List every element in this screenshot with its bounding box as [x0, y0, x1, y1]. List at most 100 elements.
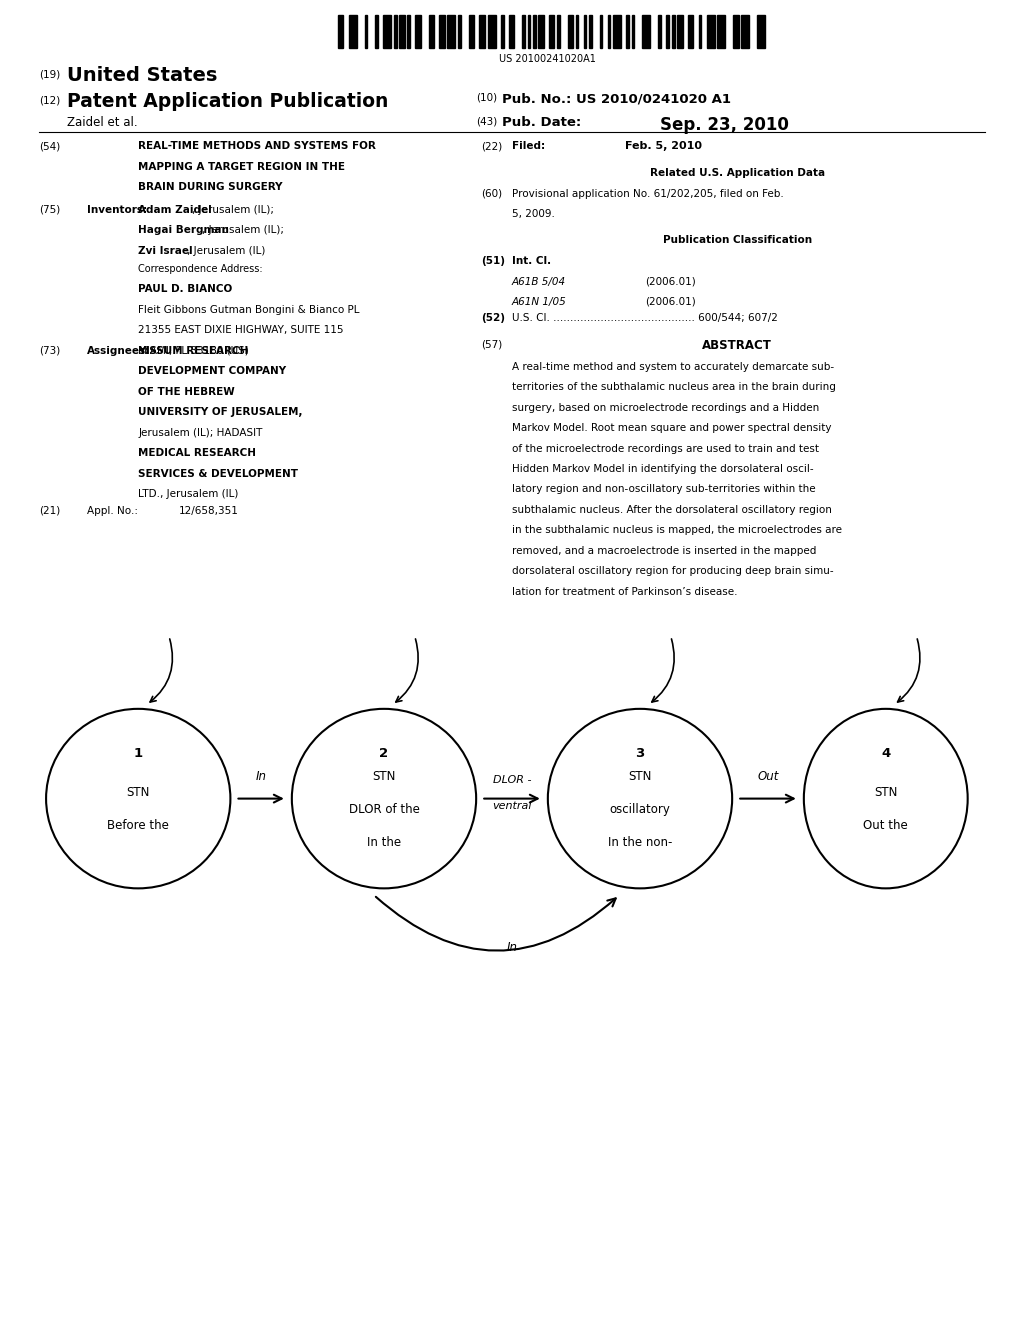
Bar [469, 15, 474, 48]
Text: UNIVERSITY OF JERUSALEM,: UNIVERSITY OF JERUSALEM, [138, 407, 303, 417]
Text: Out the: Out the [863, 820, 908, 833]
Text: (10): (10) [476, 92, 498, 103]
Text: DEVELOPMENT COMPANY: DEVELOPMENT COMPANY [138, 366, 287, 376]
Text: REAL-TIME METHODS AND SYSTEMS FOR: REAL-TIME METHODS AND SYSTEMS FOR [138, 141, 376, 152]
Bar [741, 15, 750, 48]
Text: 12/658,351: 12/658,351 [179, 506, 239, 516]
Bar [439, 15, 444, 48]
Text: (19): (19) [39, 70, 60, 81]
Text: Out: Out [758, 770, 778, 783]
Bar [632, 15, 635, 48]
Text: In: In [256, 770, 266, 783]
Bar [600, 15, 602, 48]
Ellipse shape [548, 709, 732, 888]
Text: In: In [507, 941, 517, 954]
Text: (60): (60) [481, 189, 503, 199]
Bar [584, 15, 587, 48]
Text: A real-time method and system to accurately demarcate sub-: A real-time method and system to accurat… [512, 362, 835, 372]
Bar [688, 15, 693, 48]
Text: STN: STN [127, 787, 150, 800]
Bar [557, 15, 560, 48]
Text: removed, and a macroelectrode is inserted in the mapped: removed, and a macroelectrode is inserte… [512, 546, 816, 556]
Text: Sep. 23, 2010: Sep. 23, 2010 [660, 116, 790, 135]
Bar [487, 15, 496, 48]
Ellipse shape [292, 709, 476, 888]
Bar [416, 15, 421, 48]
Bar [607, 15, 610, 48]
Text: A61N 1/05: A61N 1/05 [512, 297, 566, 308]
Text: Jerusalem (IL); HADASIT: Jerusalem (IL); HADASIT [138, 428, 262, 438]
Text: 21355 EAST DIXIE HIGHWAY, SUITE 115: 21355 EAST DIXIE HIGHWAY, SUITE 115 [138, 325, 344, 335]
Text: A61B 5/04: A61B 5/04 [512, 277, 566, 286]
Text: Int. Cl.: Int. Cl. [512, 256, 551, 267]
Text: Zaidel et al.: Zaidel et al. [67, 116, 137, 129]
Text: (43): (43) [476, 116, 498, 127]
Bar [447, 15, 456, 48]
Bar [479, 15, 484, 48]
Text: Publication Classification: Publication Classification [663, 235, 812, 246]
Text: Patent Application Publication: Patent Application Publication [67, 92, 388, 111]
Text: DLOR of the: DLOR of the [348, 803, 420, 816]
Bar [667, 15, 669, 48]
Text: Pub. No.: US 2010/0241020 A1: Pub. No.: US 2010/0241020 A1 [502, 92, 731, 106]
Text: (57): (57) [481, 339, 503, 350]
Text: Hidden Markov Model in identifying the dorsolateral oscil-: Hidden Markov Model in identifying the d… [512, 465, 814, 474]
Text: (22): (22) [481, 141, 503, 152]
Text: PAUL D. BIANCO: PAUL D. BIANCO [138, 284, 232, 294]
Bar [532, 15, 536, 48]
Bar [642, 15, 650, 48]
Bar [707, 15, 715, 48]
Text: MAPPING A TARGET REGION IN THE: MAPPING A TARGET REGION IN THE [138, 161, 345, 172]
Bar [458, 15, 461, 48]
Text: dorsolateral oscillatory region for producing deep brain simu-: dorsolateral oscillatory region for prod… [512, 566, 834, 577]
Text: MIAMI, FL 33180 (US): MIAMI, FL 33180 (US) [138, 346, 249, 356]
Bar [698, 15, 701, 48]
Bar [338, 15, 343, 48]
FancyArrowPatch shape [652, 639, 674, 702]
Text: In the: In the [367, 836, 401, 849]
Text: Markov Model. Root mean square and power spectral density: Markov Model. Root mean square and power… [512, 422, 831, 433]
Text: , Jerusalem (IL);: , Jerusalem (IL); [202, 224, 284, 235]
Text: United States: United States [67, 66, 217, 84]
Ellipse shape [46, 709, 230, 888]
Text: Provisional application No. 61/202,205, filed on Feb.: Provisional application No. 61/202,205, … [512, 189, 783, 199]
Bar [527, 15, 530, 48]
Bar [348, 15, 356, 48]
Text: Appl. No.:: Appl. No.: [87, 506, 138, 516]
Text: Zvi Israel: Zvi Israel [138, 246, 193, 256]
Text: subthalamic nucleus. After the dorsolateral oscillatory region: subthalamic nucleus. After the dorsolate… [512, 506, 831, 515]
Text: latory region and non-oscillatory sub-territories within the: latory region and non-oscillatory sub-te… [512, 484, 816, 495]
Text: (52): (52) [481, 313, 505, 323]
Text: STN: STN [874, 787, 897, 800]
Bar [522, 15, 525, 48]
Ellipse shape [804, 709, 968, 888]
Text: oscillatory: oscillatory [609, 803, 671, 816]
Text: (12): (12) [39, 95, 60, 106]
Bar [567, 15, 573, 48]
Text: in the subthalamic nucleus is mapped, the microelectrodes are: in the subthalamic nucleus is mapped, th… [512, 525, 842, 536]
Text: BRAIN DURING SURGERY: BRAIN DURING SURGERY [138, 182, 283, 193]
Text: (21): (21) [39, 506, 60, 516]
Text: (2006.01): (2006.01) [645, 277, 696, 286]
Text: territories of the subthalamic nucleus area in the brain during: territories of the subthalamic nucleus a… [512, 383, 836, 392]
FancyArrowPatch shape [376, 896, 615, 950]
Bar [549, 15, 554, 48]
Bar [365, 15, 368, 48]
Text: 5, 2009.: 5, 2009. [512, 209, 555, 219]
Text: surgery, based on microelectrode recordings and a Hidden: surgery, based on microelectrode recordi… [512, 403, 819, 413]
Bar [658, 15, 662, 48]
Text: Correspondence Address:: Correspondence Address: [138, 264, 263, 275]
Bar [394, 15, 396, 48]
Bar [501, 15, 504, 48]
Text: (73): (73) [39, 346, 60, 356]
Text: Fleit Gibbons Gutman Bongini & Bianco PL: Fleit Gibbons Gutman Bongini & Bianco PL [138, 305, 359, 315]
Text: In the non-: In the non- [608, 836, 672, 849]
Text: (75): (75) [39, 205, 60, 215]
FancyArrowPatch shape [396, 639, 418, 702]
Bar [509, 15, 514, 48]
Text: Inventors:: Inventors: [87, 205, 147, 215]
Text: US 20100241020A1: US 20100241020A1 [500, 54, 596, 65]
Text: U.S. Cl. .......................................... 600/544; 607/2: U.S. Cl. ...............................… [512, 313, 778, 323]
Bar [717, 15, 725, 48]
Bar [613, 15, 622, 48]
